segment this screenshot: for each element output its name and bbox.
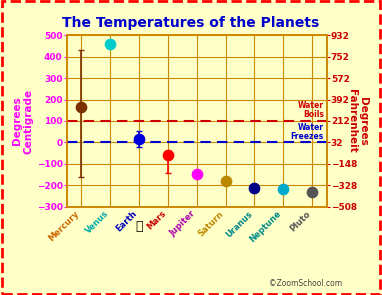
Text: Jupiter: Jupiter bbox=[168, 209, 197, 238]
Point bbox=[136, 137, 142, 142]
Text: Pluto: Pluto bbox=[288, 209, 312, 233]
Text: Saturn: Saturn bbox=[197, 209, 226, 238]
Text: Water
Freezes: Water Freezes bbox=[290, 123, 324, 141]
Y-axis label: Degrees
Fahrenheit: Degrees Fahrenheit bbox=[346, 89, 368, 153]
Text: Mars: Mars bbox=[145, 209, 168, 232]
Text: 🌍: 🌍 bbox=[135, 220, 143, 233]
Text: Water
Boils: Water Boils bbox=[298, 101, 324, 119]
Text: Mercury: Mercury bbox=[47, 209, 81, 243]
Point bbox=[251, 186, 257, 191]
Text: Venus: Venus bbox=[84, 209, 110, 236]
Text: Earth: Earth bbox=[115, 209, 139, 234]
Text: Uranus: Uranus bbox=[224, 209, 254, 239]
Point bbox=[194, 172, 200, 177]
Text: ©ZoomSchool.com: ©ZoomSchool.com bbox=[269, 278, 342, 288]
Point bbox=[309, 189, 315, 194]
Point bbox=[107, 42, 113, 46]
Point bbox=[78, 104, 84, 109]
Point bbox=[280, 187, 286, 192]
Point bbox=[223, 178, 229, 183]
Text: The Temperatures of the Planets: The Temperatures of the Planets bbox=[62, 16, 320, 30]
Point bbox=[165, 153, 171, 158]
Text: Neptune: Neptune bbox=[248, 209, 283, 244]
Y-axis label: Degrees
Centigrade: Degrees Centigrade bbox=[12, 88, 34, 153]
